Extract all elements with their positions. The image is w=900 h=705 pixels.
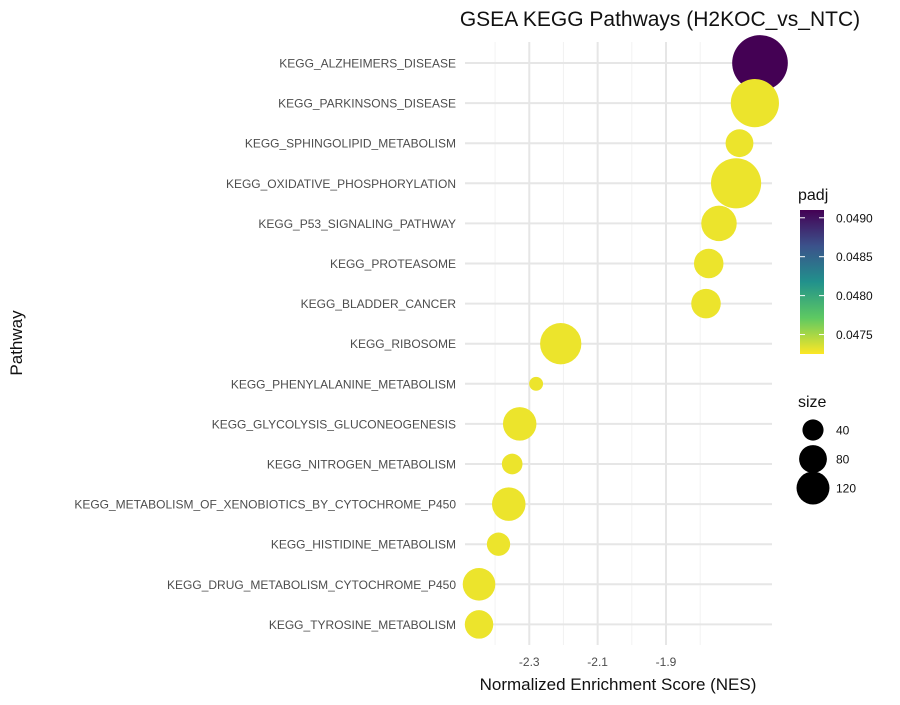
size-legend-entries: 40 80 120	[796, 419, 856, 505]
size-legend-circle	[802, 419, 824, 441]
y-tick-label: KEGG_PHENYLALANINE_METABOLISM	[231, 377, 456, 391]
data-point	[464, 610, 494, 639]
y-tick-label: KEGG_GLYCOLYSIS_GLUCONEOGENESIS	[212, 417, 456, 431]
data-point	[693, 248, 724, 279]
data-point	[710, 158, 762, 209]
y-tick-label: KEGG_OXIDATIVE_PHOSPHORYLATION	[226, 177, 456, 191]
color-legend-title: padj	[798, 187, 828, 204]
data-point	[492, 487, 526, 521]
x-axis-title: Normalized Enrichment Score (NES)	[480, 675, 757, 694]
points-layer	[462, 35, 788, 639]
y-tick-label: KEGG_PROTEASOME	[330, 257, 456, 271]
data-point	[501, 453, 523, 475]
size-legend-title: size	[798, 394, 827, 411]
x-tick-label: -2.1	[587, 655, 608, 669]
data-point	[462, 567, 496, 601]
data-point	[732, 35, 788, 91]
data-point	[502, 407, 537, 441]
color-legend-ticks: 0.0475 0.0480 0.0485 0.0490	[800, 211, 873, 342]
x-axis-ticks: -2.3 -2.1 -1.9	[519, 655, 677, 669]
y-tick-label: KEGG_TYROSINE_METABOLISM	[269, 618, 456, 632]
y-tick-label: KEGG_ALZHEIMERS_DISEASE	[279, 57, 456, 71]
data-point	[529, 376, 544, 391]
x-tick-label: -1.9	[656, 655, 677, 669]
color-legend: padj 0.0475 0.0480 0.0485 0.0490	[798, 187, 873, 354]
color-legend-tick-label: 0.0490	[836, 211, 873, 225]
size-legend-label: 40	[836, 424, 850, 438]
size-legend-label: 80	[836, 453, 850, 467]
x-tick-label: -2.3	[519, 655, 540, 669]
y-axis-title: Pathway	[7, 310, 26, 376]
size-legend-label: 120	[836, 482, 856, 496]
color-legend-tick-label: 0.0480	[836, 289, 873, 303]
data-point	[725, 129, 754, 158]
chart-title: GSEA KEGG Pathways (H2KOC_vs_NTC)	[460, 8, 860, 31]
data-point	[730, 79, 779, 128]
y-tick-label: KEGG_NITROGEN_METABOLISM	[267, 458, 456, 472]
y-tick-label: KEGG_P53_SIGNALING_PATHWAY	[258, 217, 456, 231]
data-point	[486, 532, 511, 556]
y-tick-label: KEGG_METABOLISM_OF_XENOBIOTICS_BY_CYTOCH…	[74, 498, 456, 512]
size-legend: size 40 80 120	[796, 394, 856, 505]
y-axis-labels: KEGG_ALZHEIMERS_DISEASE KEGG_PARKINSONS_D…	[74, 57, 456, 632]
size-legend-circle	[796, 471, 830, 505]
color-legend-tick-label: 0.0485	[836, 250, 873, 264]
data-point	[701, 205, 737, 242]
data-point	[691, 288, 721, 319]
data-point	[540, 323, 582, 365]
y-tick-label: KEGG_RIBOSOME	[350, 337, 456, 351]
y-tick-label: KEGG_DRUG_METABOLISM_CYTOCHROME_P450	[167, 578, 456, 592]
y-tick-label: KEGG_BLADDER_CANCER	[301, 297, 457, 311]
color-legend-bar	[800, 210, 824, 354]
grid-layer	[465, 42, 772, 645]
y-tick-label: KEGG_HISTIDINE_METABOLISM	[271, 538, 456, 552]
y-tick-label: KEGG_SPHINGOLIPID_METABOLISM	[245, 137, 456, 151]
color-legend-tick-label: 0.0475	[836, 328, 873, 342]
size-legend-circle	[799, 445, 827, 473]
y-tick-label: KEGG_PARKINSONS_DISEASE	[278, 97, 456, 111]
